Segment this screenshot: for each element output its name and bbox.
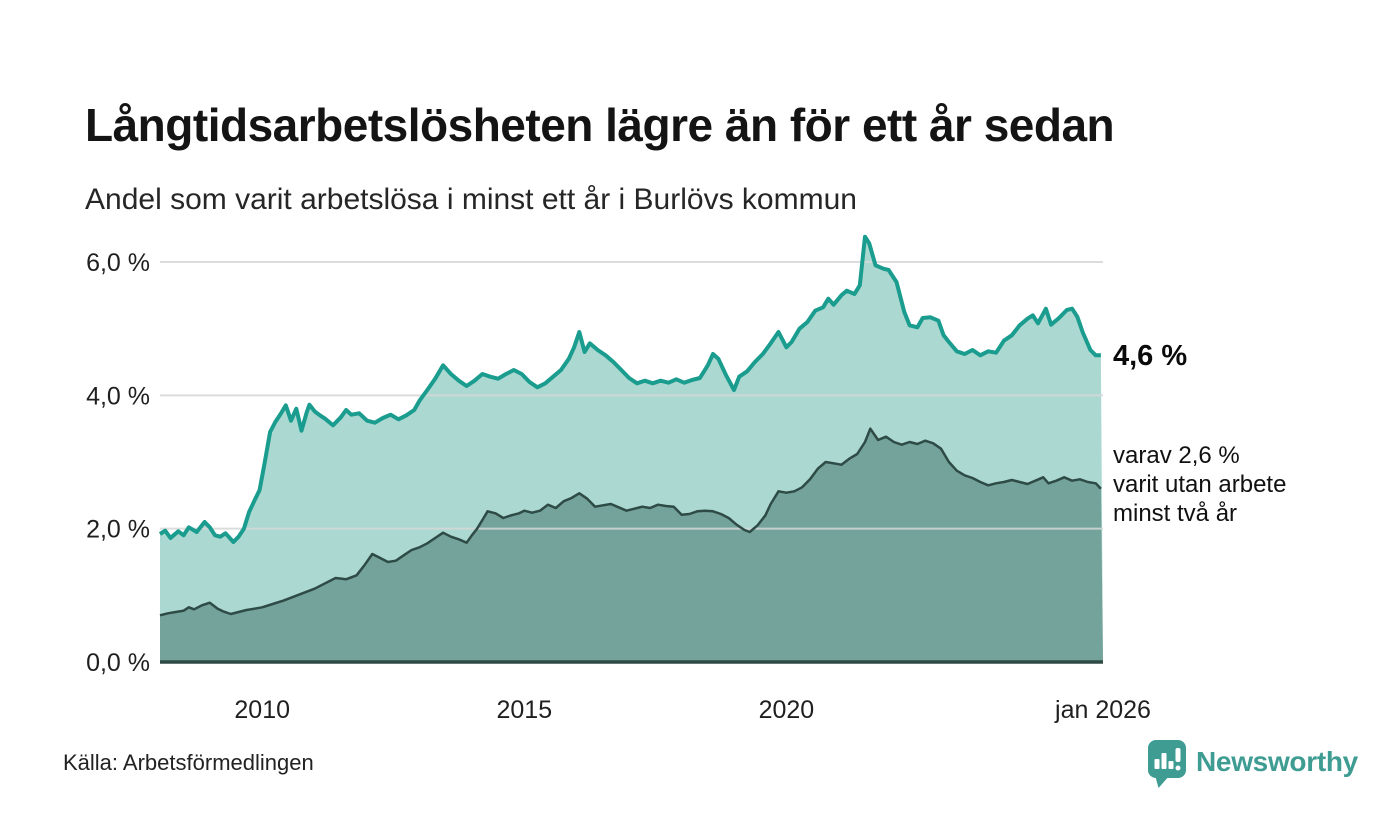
two-year-annotation-line3: minst två år (1113, 500, 1238, 527)
newsworthy-logo: Newsworthy (1147, 739, 1358, 791)
x-tick-label: 2020 (759, 696, 815, 724)
y-tick-label: 4,0 % (86, 382, 150, 410)
two-year-annotation: varav 2,6 % varit utan arbete minst två … (1113, 441, 1353, 528)
page-title: Långtidsarbetslösheten lägre än för ett … (85, 98, 1115, 151)
area-chart: 0,0 % 2,0 % 4,0 % 6,0 % 2010 2015 2020 jan 2026 (0, 220, 1400, 740)
latest-value-label: 4,6 % (1113, 340, 1188, 372)
x-tick-label: 2015 (496, 696, 552, 724)
chart-subtitle: Andel som varit arbetslösa i minst ett å… (85, 183, 857, 216)
x-tick-label: 2010 (234, 696, 290, 724)
series-line-two-year (159, 427, 1102, 617)
chart-canvas: 0,0 % 2,0 % 4,0 % 6,0 % 2010 2015 2020 jan 2026 (86, 234, 1151, 724)
newsworthy-chart-bubble-icon (1148, 740, 1186, 788)
series-line-total (158, 234, 1101, 544)
two-year-annotation-line1: varav 2,6 % (1113, 442, 1240, 469)
x-tick-label: jan 2026 (1054, 696, 1151, 724)
two-year-annotation-line2: varit utan arbete (1113, 471, 1287, 498)
y-tick-label: 0,0 % (86, 649, 150, 677)
source-note: Källa: Arbetsförmedlingen (63, 750, 314, 775)
y-tick-label: 2,0 % (86, 516, 150, 544)
series-area-two-year (160, 428, 1103, 662)
brand-name: Newsworthy (1196, 746, 1358, 777)
y-tick-label: 6,0 % (86, 249, 150, 277)
